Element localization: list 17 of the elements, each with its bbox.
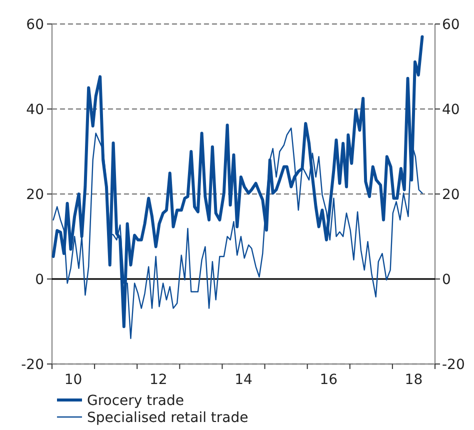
y-tick-label: 60 [26, 16, 44, 33]
y2-tick-label: 0 [442, 272, 451, 288]
y-tick-label: 20 [26, 186, 44, 203]
x-tick-label: 18 [404, 372, 423, 388]
y2-tick-label: 40 [442, 102, 460, 118]
y2-tick-label: -20 [442, 356, 465, 373]
y-tick-label: 0 [35, 272, 44, 288]
legend-label: Specialised retail trade [87, 410, 248, 426]
x-tick-label: 16 [320, 372, 338, 388]
legend-label: Grocery trade [87, 392, 184, 409]
y-tick-label: 40 [26, 102, 44, 118]
x-tick-label: 10 [64, 372, 82, 388]
y2-tick-label: 20 [442, 186, 460, 203]
x-tick-label: 12 [149, 372, 168, 388]
y2-tick-label: 60 [442, 16, 460, 33]
x-tick-label: 14 [234, 372, 252, 388]
y-tick-label: -20 [21, 356, 44, 373]
